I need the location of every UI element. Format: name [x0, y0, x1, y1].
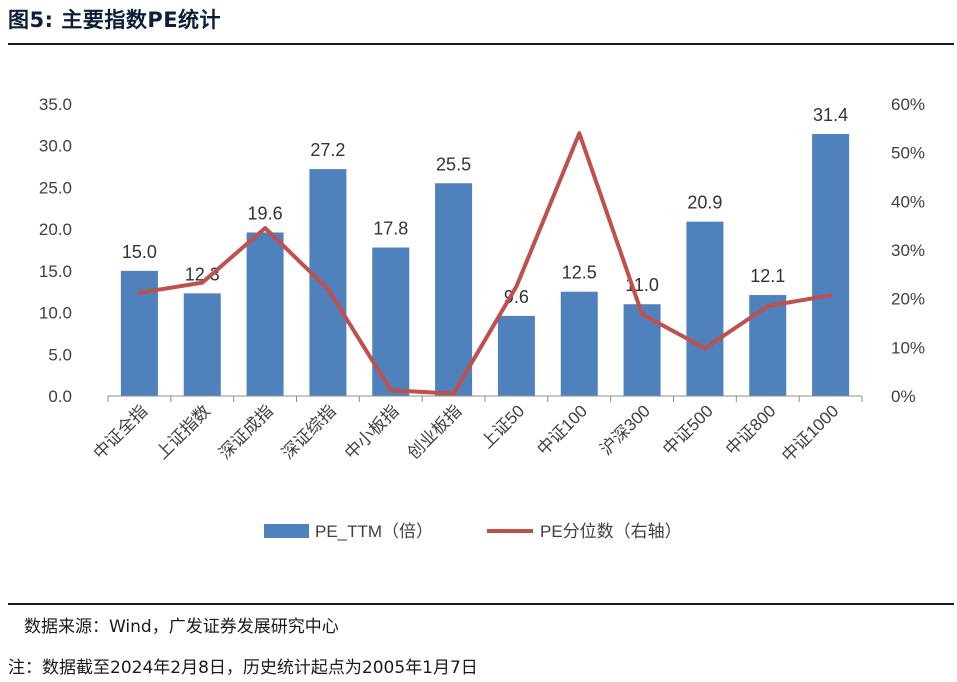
x-axis-category-label: 中证800 — [722, 401, 780, 459]
bar-value-label: 12.3 — [185, 264, 220, 284]
pe-ttm-bar — [560, 291, 598, 396]
bar-value-label: 15.0 — [122, 242, 157, 262]
bar-value-label: 31.4 — [813, 105, 848, 125]
bar-value-labels: 15.012.319.627.217.825.59.612.511.020.91… — [122, 105, 848, 307]
pe-ttm-bar — [435, 183, 473, 396]
bar-value-label: 12.5 — [562, 263, 597, 283]
x-axis-category-label: 中小板指 — [341, 401, 403, 463]
left-axis-tick-label: 10.0 — [39, 304, 72, 323]
legend-line-label: PE分位数（右轴） — [540, 522, 682, 541]
left-axis-tick-label: 20.0 — [39, 220, 72, 239]
line-series — [137, 131, 833, 396]
pe-ttm-bar — [749, 295, 787, 396]
footer-divider — [8, 603, 954, 605]
pe-ttm-bar — [246, 232, 284, 396]
pe-ttm-bar — [623, 304, 661, 396]
right-axis-tick-label: 0% — [891, 387, 916, 406]
title-divider — [8, 43, 954, 45]
left-axis-tick-label: 30.0 — [39, 137, 72, 156]
x-axis-category-label: 沪深300 — [596, 401, 654, 459]
right-axis-tick-label: 20% — [891, 290, 925, 309]
chart-legend: PE_TTM（倍） PE分位数（右轴） — [264, 522, 682, 541]
source-note: 数据来源：Wind，广发证券发展研究中心 — [24, 617, 339, 637]
left-axis-tick-label: 25.0 — [39, 178, 72, 197]
x-axis-category-label: 深证成指 — [215, 401, 277, 463]
x-axis-category-label: 上证50 — [477, 401, 528, 452]
pe-chart: 0.0 5.0 10.0 15.0 20.0 25.0 30.0 35.0 0% 10% 20% 3… — [39, 95, 925, 541]
bar-value-label: 12.1 — [750, 266, 785, 286]
legend-bar-swatch — [264, 524, 309, 538]
left-axis-tick-label: 15.0 — [39, 262, 72, 281]
left-axis-tick-label: 5.0 — [48, 345, 72, 364]
bar-value-label: 25.5 — [436, 154, 471, 174]
bar-value-label: 20.9 — [687, 193, 722, 213]
x-axis-category-label: 中证全指 — [90, 401, 152, 463]
figure-title: 图5: 主要指数PE统计 — [8, 8, 222, 32]
x-axis-category-label: 深证综指 — [278, 401, 340, 463]
footnote: 注：数据截至2024年2月8日，历史统计起点为2005年1月7日 — [8, 658, 478, 678]
bar-series — [120, 134, 850, 396]
pe-ttm-bar — [372, 247, 410, 396]
pe-ttm-bar — [183, 293, 221, 396]
x-axis: 中证全指 上证指数 深证成指 深证综指 中小板指 创业板指 上证50 中证100 沪深300 中证… — [90, 395, 863, 466]
x-axis-category-label: 上证指数 — [153, 401, 215, 463]
left-axis-tick-label: 0.0 — [48, 387, 72, 406]
bar-value-label: 27.2 — [310, 140, 345, 160]
x-axis-category-label: 中证500 — [659, 401, 717, 459]
x-axis-category-label: 中证100 — [534, 401, 592, 459]
right-y-axis: 0% 10% 20% 30% 40% 50% 60% — [891, 95, 925, 406]
right-axis-tick-label: 50% — [891, 144, 925, 163]
right-axis-tick-label: 40% — [891, 192, 925, 211]
left-y-axis: 0.0 5.0 10.0 15.0 20.0 25.0 30.0 35.0 — [39, 95, 72, 406]
x-axis-category-label: 创业板指 — [404, 401, 466, 463]
bar-value-label: 9.6 — [504, 287, 529, 307]
pe-ttm-bar — [309, 169, 347, 396]
right-axis-tick-label: 30% — [891, 241, 925, 260]
pe-ttm-bar — [812, 134, 850, 396]
right-axis-tick-label: 60% — [891, 95, 925, 114]
pe-ttm-bar — [686, 221, 724, 396]
left-axis-tick-label: 35.0 — [39, 95, 72, 114]
pe-percentile-line — [137, 131, 833, 396]
bar-value-label: 17.8 — [373, 218, 408, 238]
x-axis-category-label: 中证1000 — [778, 401, 842, 465]
bar-value-label: 19.6 — [248, 203, 283, 223]
legend-bar-label: PE_TTM（倍） — [315, 522, 433, 541]
right-axis-tick-label: 10% — [891, 338, 925, 357]
pe-ttm-bar — [497, 315, 535, 396]
